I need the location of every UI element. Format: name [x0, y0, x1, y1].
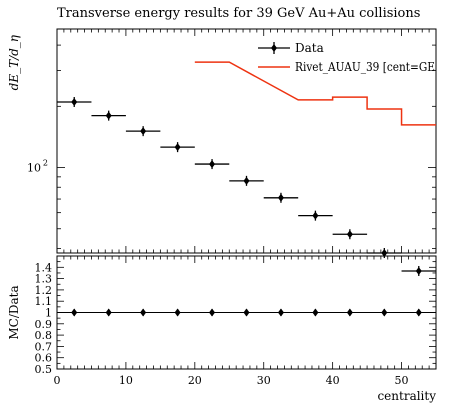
legend-mc-label: Rivet_AUAU_39 [cent=GE — [295, 60, 435, 74]
data-point-6 — [277, 193, 284, 202]
ratio-point-4 — [209, 308, 216, 317]
ratio-point-0 — [71, 308, 78, 317]
ratio-y-tick-label: 1 — [45, 307, 52, 320]
ratio-point-7 — [312, 308, 319, 317]
legend-data-label: Data — [295, 41, 324, 55]
ratio-y-tick-label: 0.8 — [35, 329, 53, 342]
mc-step-line — [194, 61, 436, 126]
ratio-point-2 — [140, 308, 147, 317]
ratio-point-6 — [277, 308, 284, 317]
ratio-point-8 — [346, 308, 353, 317]
x-tick-label: 30 — [257, 374, 271, 387]
x-tick-label: 40 — [326, 374, 340, 387]
legend-data-marker — [271, 44, 277, 52]
ratio-y-tick-label: 1.1 — [35, 295, 53, 308]
chart-title: Transverse energy results for 39 GeV Au+… — [57, 6, 420, 21]
main-y-axis-label: dE_T/d_η — [7, 34, 21, 90]
main-frame — [56, 28, 437, 254]
ratio-point-3 — [174, 308, 181, 317]
data-point-0 — [71, 98, 78, 107]
data-point-8 — [346, 230, 353, 239]
ratio-y-tick-label: 0.9 — [35, 318, 53, 331]
ratio-point-5 — [243, 308, 250, 317]
x-axis-label: centrality — [377, 389, 436, 403]
x-tick-label: 20 — [188, 374, 202, 387]
ratio-y-tick-label: 0.7 — [35, 340, 53, 353]
ratio-y-axis-label: MC/Data — [7, 285, 21, 339]
ratio-point-1 — [105, 308, 112, 317]
main-y-tick-label-exponent: 2 — [43, 159, 48, 168]
data-point-7 — [312, 211, 319, 220]
ratio-y-tick-label: 1.2 — [35, 284, 53, 297]
ratio-y-tick-label: 1.3 — [35, 273, 53, 286]
ratio-y-tick-label: 1.4 — [35, 261, 53, 274]
ratio-point-9 — [381, 308, 388, 317]
x-tick-label: 10 — [119, 374, 133, 387]
data-point-5 — [243, 176, 250, 185]
ratio-y-tick-label: 0.6 — [35, 352, 53, 365]
data-point-1 — [105, 111, 112, 120]
data-point-2 — [140, 127, 147, 136]
ratio-y-tick-label: 0.5 — [35, 363, 53, 376]
data-point-9 — [381, 249, 388, 257]
data-point-4 — [209, 160, 216, 169]
data-point-3 — [174, 143, 181, 152]
x-tick-label: 0 — [54, 374, 61, 387]
ratio-point-10 — [415, 308, 422, 317]
data-point-10 — [415, 266, 422, 275]
main-y-tick-label-base: 10 — [27, 162, 41, 175]
x-tick-label: 50 — [395, 374, 409, 387]
